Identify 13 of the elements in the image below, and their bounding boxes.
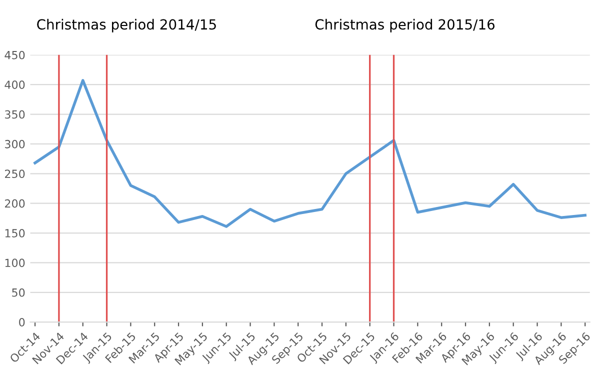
y-tick-label: 50 — [12, 288, 25, 297]
y-tick-label: 150 — [5, 228, 25, 238]
line-series — [34, 79, 586, 228]
text: Christmas period 2015/16 — [315, 18, 495, 32]
y-tick-label: 300 — [5, 140, 25, 148]
y-tick-label: 0 — [19, 318, 25, 326]
y-tick-label: 450 — [4, 50, 25, 60]
y-tick-label: 100 — [5, 258, 25, 268]
y-tick-label: 250 — [4, 170, 25, 178]
text: Christmas period 2014/15 — [37, 18, 216, 32]
y-tick-label: 200 — [4, 199, 25, 208]
y-tick-label: 350 — [5, 110, 25, 119]
y-tick-label: 400 — [4, 80, 25, 89]
